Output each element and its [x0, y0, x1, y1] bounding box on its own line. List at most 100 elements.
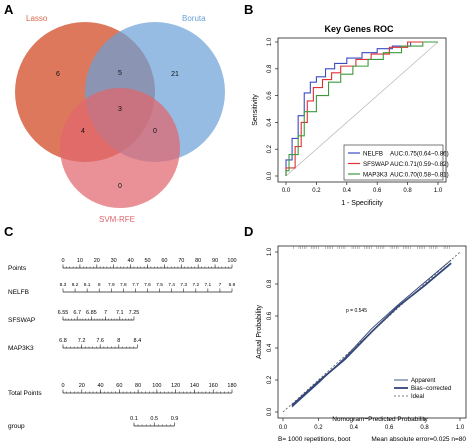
roc-diagonal: [285, 41, 439, 177]
nomogram-tick-label: 7.3: [180, 282, 187, 288]
nomogram-tick-label: 6.8: [59, 338, 67, 344]
calibration-legend: Apparent Bias−corrected Ideal: [394, 378, 451, 400]
nomogram-tick-label: 100: [227, 258, 236, 264]
roc-y-tick-label: 0.4: [267, 118, 273, 127]
calibration-footer-right: Mean absolute error=0.025 n=80: [371, 436, 466, 443]
nomogram-tick-label: 7.25: [129, 310, 140, 316]
nomogram-tick-label: 0.9: [171, 416, 179, 422]
calibration-x-tick-label: 0.2: [314, 425, 323, 431]
nomogram-tick-label: 7.2: [78, 338, 86, 344]
calibration-x-label: Nomogram−Predicted Probability: [332, 416, 428, 423]
nomogram-row-label: NELFB: [8, 289, 29, 296]
nomogram-tick-label: 40: [97, 383, 103, 389]
roc-x-axis: 0.0 0.2 0.4 0.6 0.8 1.0: [282, 182, 443, 194]
nomogram-tick-label: 7: [219, 282, 222, 288]
nomogram-tick-label: 0: [61, 258, 64, 264]
roc-x-tick-label: 0.4: [343, 188, 352, 194]
venn-count-boruta-only: 21: [171, 71, 179, 78]
roc-title: Key Genes ROC: [324, 24, 394, 34]
nomogram-tick-label: 20: [79, 383, 85, 389]
venn-label-svm: SVM-RFE: [99, 215, 135, 224]
calibration-y-tick-label: 1.0: [267, 247, 273, 256]
venn-count-lasso-boruta: 5: [118, 70, 122, 77]
nomogram-tick-label: 8.1: [84, 282, 91, 288]
roc-chart: Key Genes ROC 0.0 0.2 0.4 0.6 0.8 1.0 0.00.20…: [252, 24, 449, 207]
nomogram-tick-label: 60: [116, 383, 122, 389]
nomogram-tick-label: 8: [117, 338, 120, 344]
calibration-footer-left: B= 1000 repetitions, boot: [278, 436, 351, 443]
roc-legend-auc: AUC:0.70(0.58~0.81): [390, 171, 449, 178]
calibration-y-tick-label: 0.4: [267, 343, 273, 352]
roc-y-tick-label: 1.0: [267, 37, 273, 46]
nomogram-tick-label: 8.4: [134, 338, 142, 344]
calibration-y-tick-label: 0.2: [267, 375, 273, 384]
nomogram-tick-label: 7.4: [168, 282, 175, 288]
calibration-y-axis: 0.0 0.2 0.4 0.6 0.8 1.0: [267, 247, 278, 416]
nomogram-tick-label: 8.2: [72, 282, 79, 288]
nomogram-tick-label: 8.3: [60, 282, 67, 288]
nomogram-tick-label: 160: [209, 383, 218, 389]
venn-circle-svm: [60, 88, 180, 208]
calibration-x-axis: 0.0 0.2 0.4 0.6 0.8 1.0: [279, 418, 465, 431]
nomogram-tick-label: 80: [195, 258, 201, 264]
roc-y-tick-label: 0.2: [267, 144, 273, 153]
roc-y-tick-label: 0.8: [267, 64, 273, 73]
nomogram-tick-label: 120: [171, 383, 180, 389]
panel-b-letter: B: [244, 2, 253, 17]
venn-count-all: 3: [118, 106, 122, 113]
roc-legend: NELFB AUC:0.75(0.64~0.86)SFSWAP AUC:0.71(0…: [343, 144, 449, 181]
roc-x-tick-label: 0.8: [403, 188, 412, 194]
roc-legend-box: [343, 144, 444, 181]
calibration-legend-label: Bias−corrected: [411, 386, 451, 392]
nomogram-tick-label: 7.1: [205, 282, 212, 288]
panel-c-letter: C: [4, 224, 14, 239]
roc-x-label: 1 - Specificity: [341, 200, 383, 207]
nomogram-row-label: Total Points: [8, 390, 42, 397]
calibration-x-tick-label: 0.8: [420, 425, 429, 431]
venn-count-boruta-svm: 0: [153, 128, 157, 135]
nomogram-tick-label: 7.9: [108, 282, 115, 288]
panel-d-letter: D: [244, 224, 253, 239]
calibration-y-label: Actual Probability: [256, 304, 263, 359]
calibration-chart: 0.0 0.2 0.4 0.6 0.8 1.0 0.0 0.2 0.4 0.6 0.8 1.0 p …: [256, 245, 467, 443]
roc-line-sfswap: [285, 41, 438, 176]
calibration-y-tick-label: 0.8: [267, 279, 273, 288]
venn-count-lasso-svm: 4: [81, 128, 85, 135]
roc-series: [285, 41, 438, 176]
nomogram-row-label: SFSWAP: [8, 317, 35, 324]
nomogram-tick-label: 7.5: [156, 282, 163, 288]
nomogram-tick-label: 100: [152, 383, 161, 389]
nomogram-row-label: MAP3K3: [8, 345, 34, 352]
roc-y-tick-label: 0.0: [267, 171, 273, 180]
roc-legend-auc: AUC:0.71(0.59~0.82): [390, 161, 449, 168]
roc-legend-auc: AUC:0.75(0.64~0.86): [390, 150, 449, 157]
nomogram-tick-label: 10: [77, 258, 83, 264]
calibration-rug: [293, 246, 450, 249]
nomogram-tick-label: 6.55: [58, 310, 69, 316]
nomogram-tick-label: 180: [227, 383, 236, 389]
roc-x-tick-label: 0.6: [373, 188, 382, 194]
nomogram-tick-label: 0.5: [150, 416, 158, 422]
roc-plot-frame: [277, 37, 447, 183]
nomogram-tick-label: 7.7: [132, 282, 139, 288]
calibration-legend-label: Ideal: [411, 394, 424, 400]
calibration-x-tick-label: 1.0: [456, 425, 465, 431]
calibration-legend-label: Apparent: [411, 378, 436, 384]
roc-y-tick-label: 0.6: [267, 91, 273, 100]
nomogram-tick-label: 6.85: [86, 310, 97, 316]
nomogram-tick-label: 30: [111, 258, 117, 264]
calibration-x-tick-label: 0.6: [385, 425, 394, 431]
nomogram-tick-label: 0: [61, 383, 64, 389]
roc-x-tick-label: 1.0: [434, 188, 443, 194]
nomogram-tick-label: 50: [144, 258, 150, 264]
panel-a-letter: A: [4, 2, 14, 17]
roc-x-tick-label: 0.0: [282, 188, 291, 194]
nomogram-tick-label: 80: [135, 383, 141, 389]
nomogram-tick-label: 40: [128, 258, 134, 264]
nomogram-tick-label: 7.2: [192, 282, 199, 288]
nomogram-tick-label: 70: [178, 258, 184, 264]
roc-line-map3k3: [285, 41, 438, 176]
nomogram-row-label: group: [8, 423, 25, 430]
